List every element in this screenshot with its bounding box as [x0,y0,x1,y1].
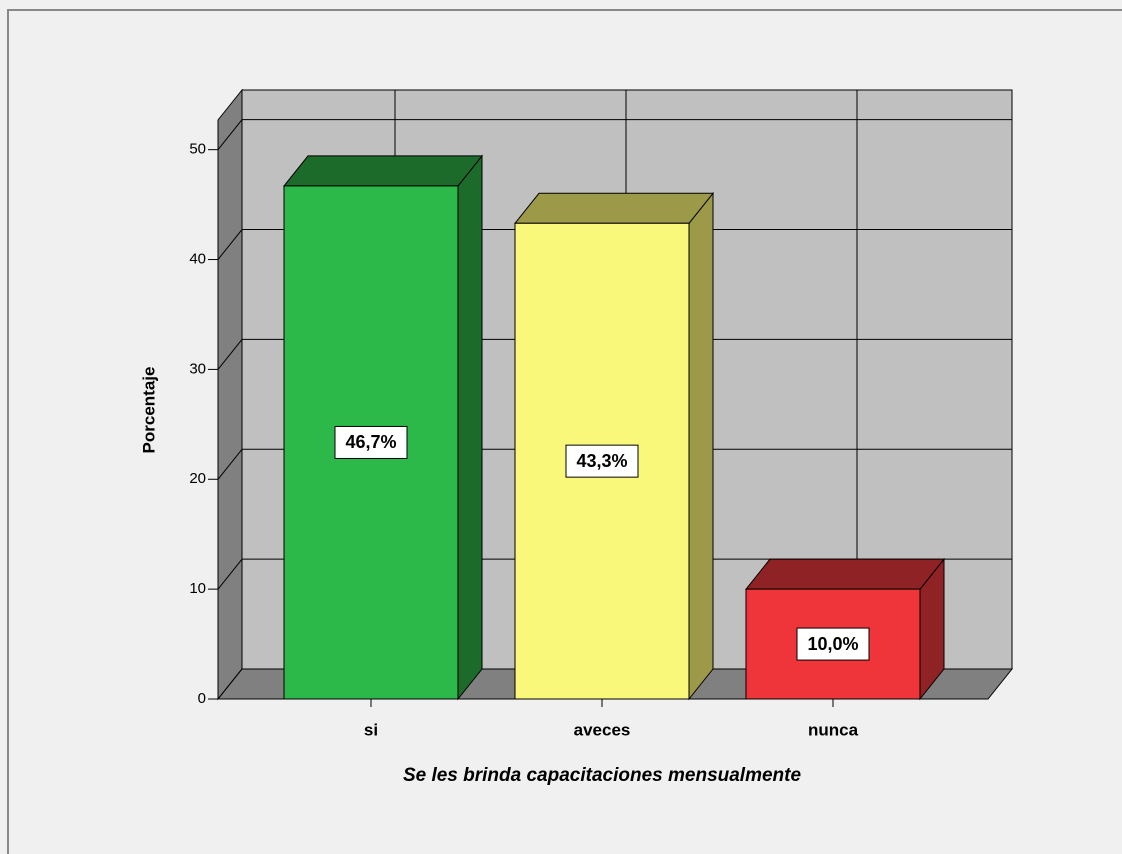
data-label-box [334,425,408,459]
grid-line [217,119,243,150]
grid-line [217,668,243,700]
y-tick-label: 20 [189,470,206,487]
data-label-box [565,444,639,478]
y-tick-label: 40 [189,251,206,268]
y-tick-label: 30 [189,360,206,377]
bar-top [744,558,946,590]
bar-top [282,155,484,187]
frame [7,9,1122,854]
data-label: 43,3% [576,451,627,471]
grid-line [217,448,243,480]
grid-line [217,229,243,260]
data-label-box [796,627,870,661]
left-wall [217,88,243,701]
grid-line [217,339,243,370]
y-axis-label: Porcentaje [139,367,158,454]
y-tick-label: 10 [189,580,206,597]
x-axis-label: Se les brinda capacitaciones mensualment… [403,765,802,786]
y-tick-label: 0 [198,690,206,707]
x-tick-label: aveces [574,720,631,739]
bar-side [688,191,714,701]
bar-side [457,154,483,701]
y-tick-label: 50 [189,141,206,158]
data-label: 10,0% [807,634,858,654]
x-tick-label: si [364,720,378,739]
x-tick-label: nunca [808,720,859,739]
grid-line [217,558,243,590]
data-label: 46,7% [345,432,396,452]
bar-top [513,192,715,224]
